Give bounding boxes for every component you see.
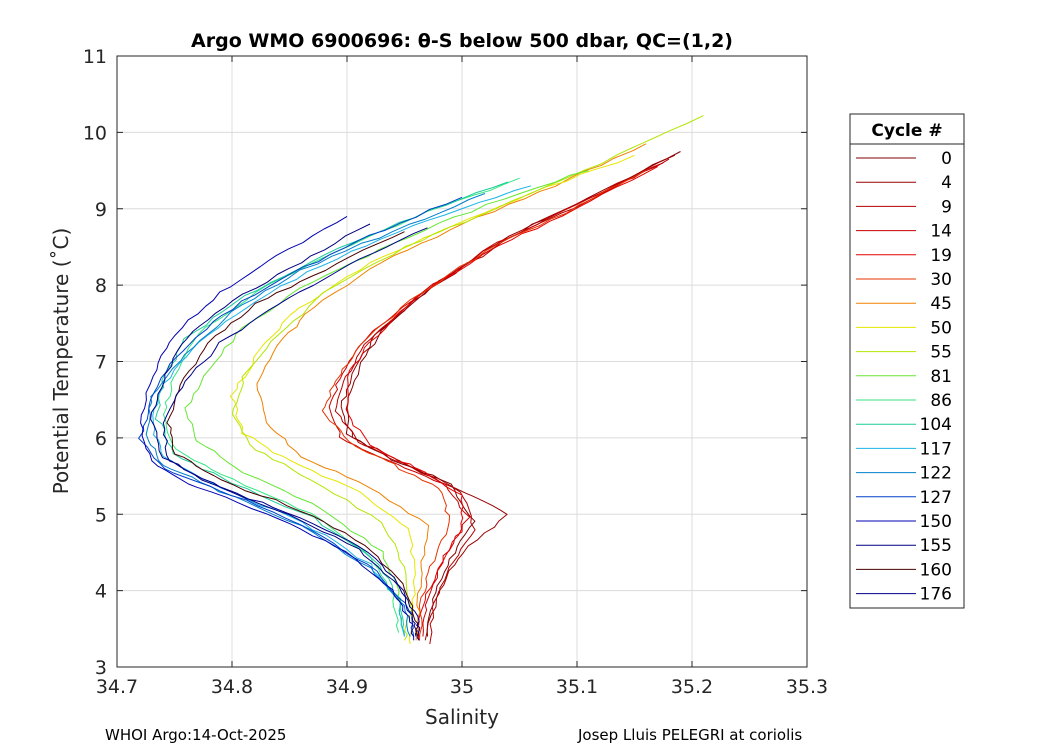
series-line-127 [138,196,463,637]
y-tick-label: 10 [83,122,107,144]
series-line-19 [346,166,658,641]
series-line-30 [321,170,647,641]
legend-items: 0 4 9 14 19 30 45 50 55 81 86 104 117 122 127 150 155 160… [856,149,952,605]
legend-label-104: 104 [920,415,952,435]
series-line-4 [340,154,676,641]
footer-right-text: Josep Lluis PELEGRI at coriolis [578,726,803,744]
x-axis-label: Salinity [425,705,499,729]
series-line-150 [140,215,415,641]
legend-label-160: 160 [920,560,952,580]
legend-label-9: 9 [941,197,952,217]
series-line-176 [162,227,428,641]
legend-title: Cycle # [871,121,942,141]
legend-label-127: 127 [920,488,952,508]
legend-label-19: 19 [930,246,952,266]
x-tick-label: 35.3 [786,676,828,698]
x-tick-label: 35.2 [671,676,713,698]
x-tick-label: 35.1 [556,676,598,698]
series-line-117 [152,185,532,637]
series-line-50 [229,154,635,645]
legend-label-0: 0 [941,149,952,169]
series-line-45 [256,143,647,641]
y-tick-label: 3 [95,657,107,679]
y-tick-label: 9 [95,199,107,221]
series-line-160 [166,231,419,637]
legend-label-150: 150 [920,512,952,532]
x-tick-label: 34.8 [211,676,253,698]
y-tick-label: 8 [95,275,107,297]
legend-label-117: 117 [920,439,952,459]
grid [116,55,808,668]
series-line-122 [145,193,486,637]
series-group [138,115,704,645]
x-axis: 34.7 34.8 34.9 35 35.1 35.2 35.3 [96,56,828,698]
series-line-81 [184,170,589,629]
y-tick-label: 11 [83,46,107,68]
y-axis-label: Potential Temperature (˚C) [49,228,73,495]
legend-label-86: 86 [930,391,952,411]
series-line-55 [231,115,704,641]
footer-left-text: WHOI Argo:14-Oct-2025 [105,726,287,744]
series-line-104 [154,181,509,637]
series-line-9 [334,158,670,645]
legend: Cycle # 0 4 9 14 19 30 45 50 55 81 86 104 117 122 127 1… [849,113,965,609]
y-tick-label: 6 [95,428,107,450]
x-tick-label: 34.7 [96,676,138,698]
legend-label-30: 30 [930,270,952,290]
chart-title: Argo WMO 6900696: θ-S below 500 dbar, QC… [191,30,733,52]
legend-label-81: 81 [930,367,952,387]
y-tick-label: 7 [95,352,107,374]
legend-label-45: 45 [930,294,952,314]
legend-label-155: 155 [920,536,952,556]
y-tick-label: 5 [95,504,107,526]
legend-label-14: 14 [930,222,952,242]
x-tick-label: 35 [450,676,474,698]
legend-label-176: 176 [920,585,952,605]
legend-label-122: 122 [920,464,952,484]
legend-label-55: 55 [930,343,952,363]
legend-label-4: 4 [941,173,952,193]
y-tick-label: 4 [95,581,107,603]
legend-label-50: 50 [930,318,952,338]
x-tick-label: 34.9 [326,676,368,698]
legend-box [849,113,965,609]
y-axis: 3 4 5 6 7 8 9 10 11 [83,46,807,679]
